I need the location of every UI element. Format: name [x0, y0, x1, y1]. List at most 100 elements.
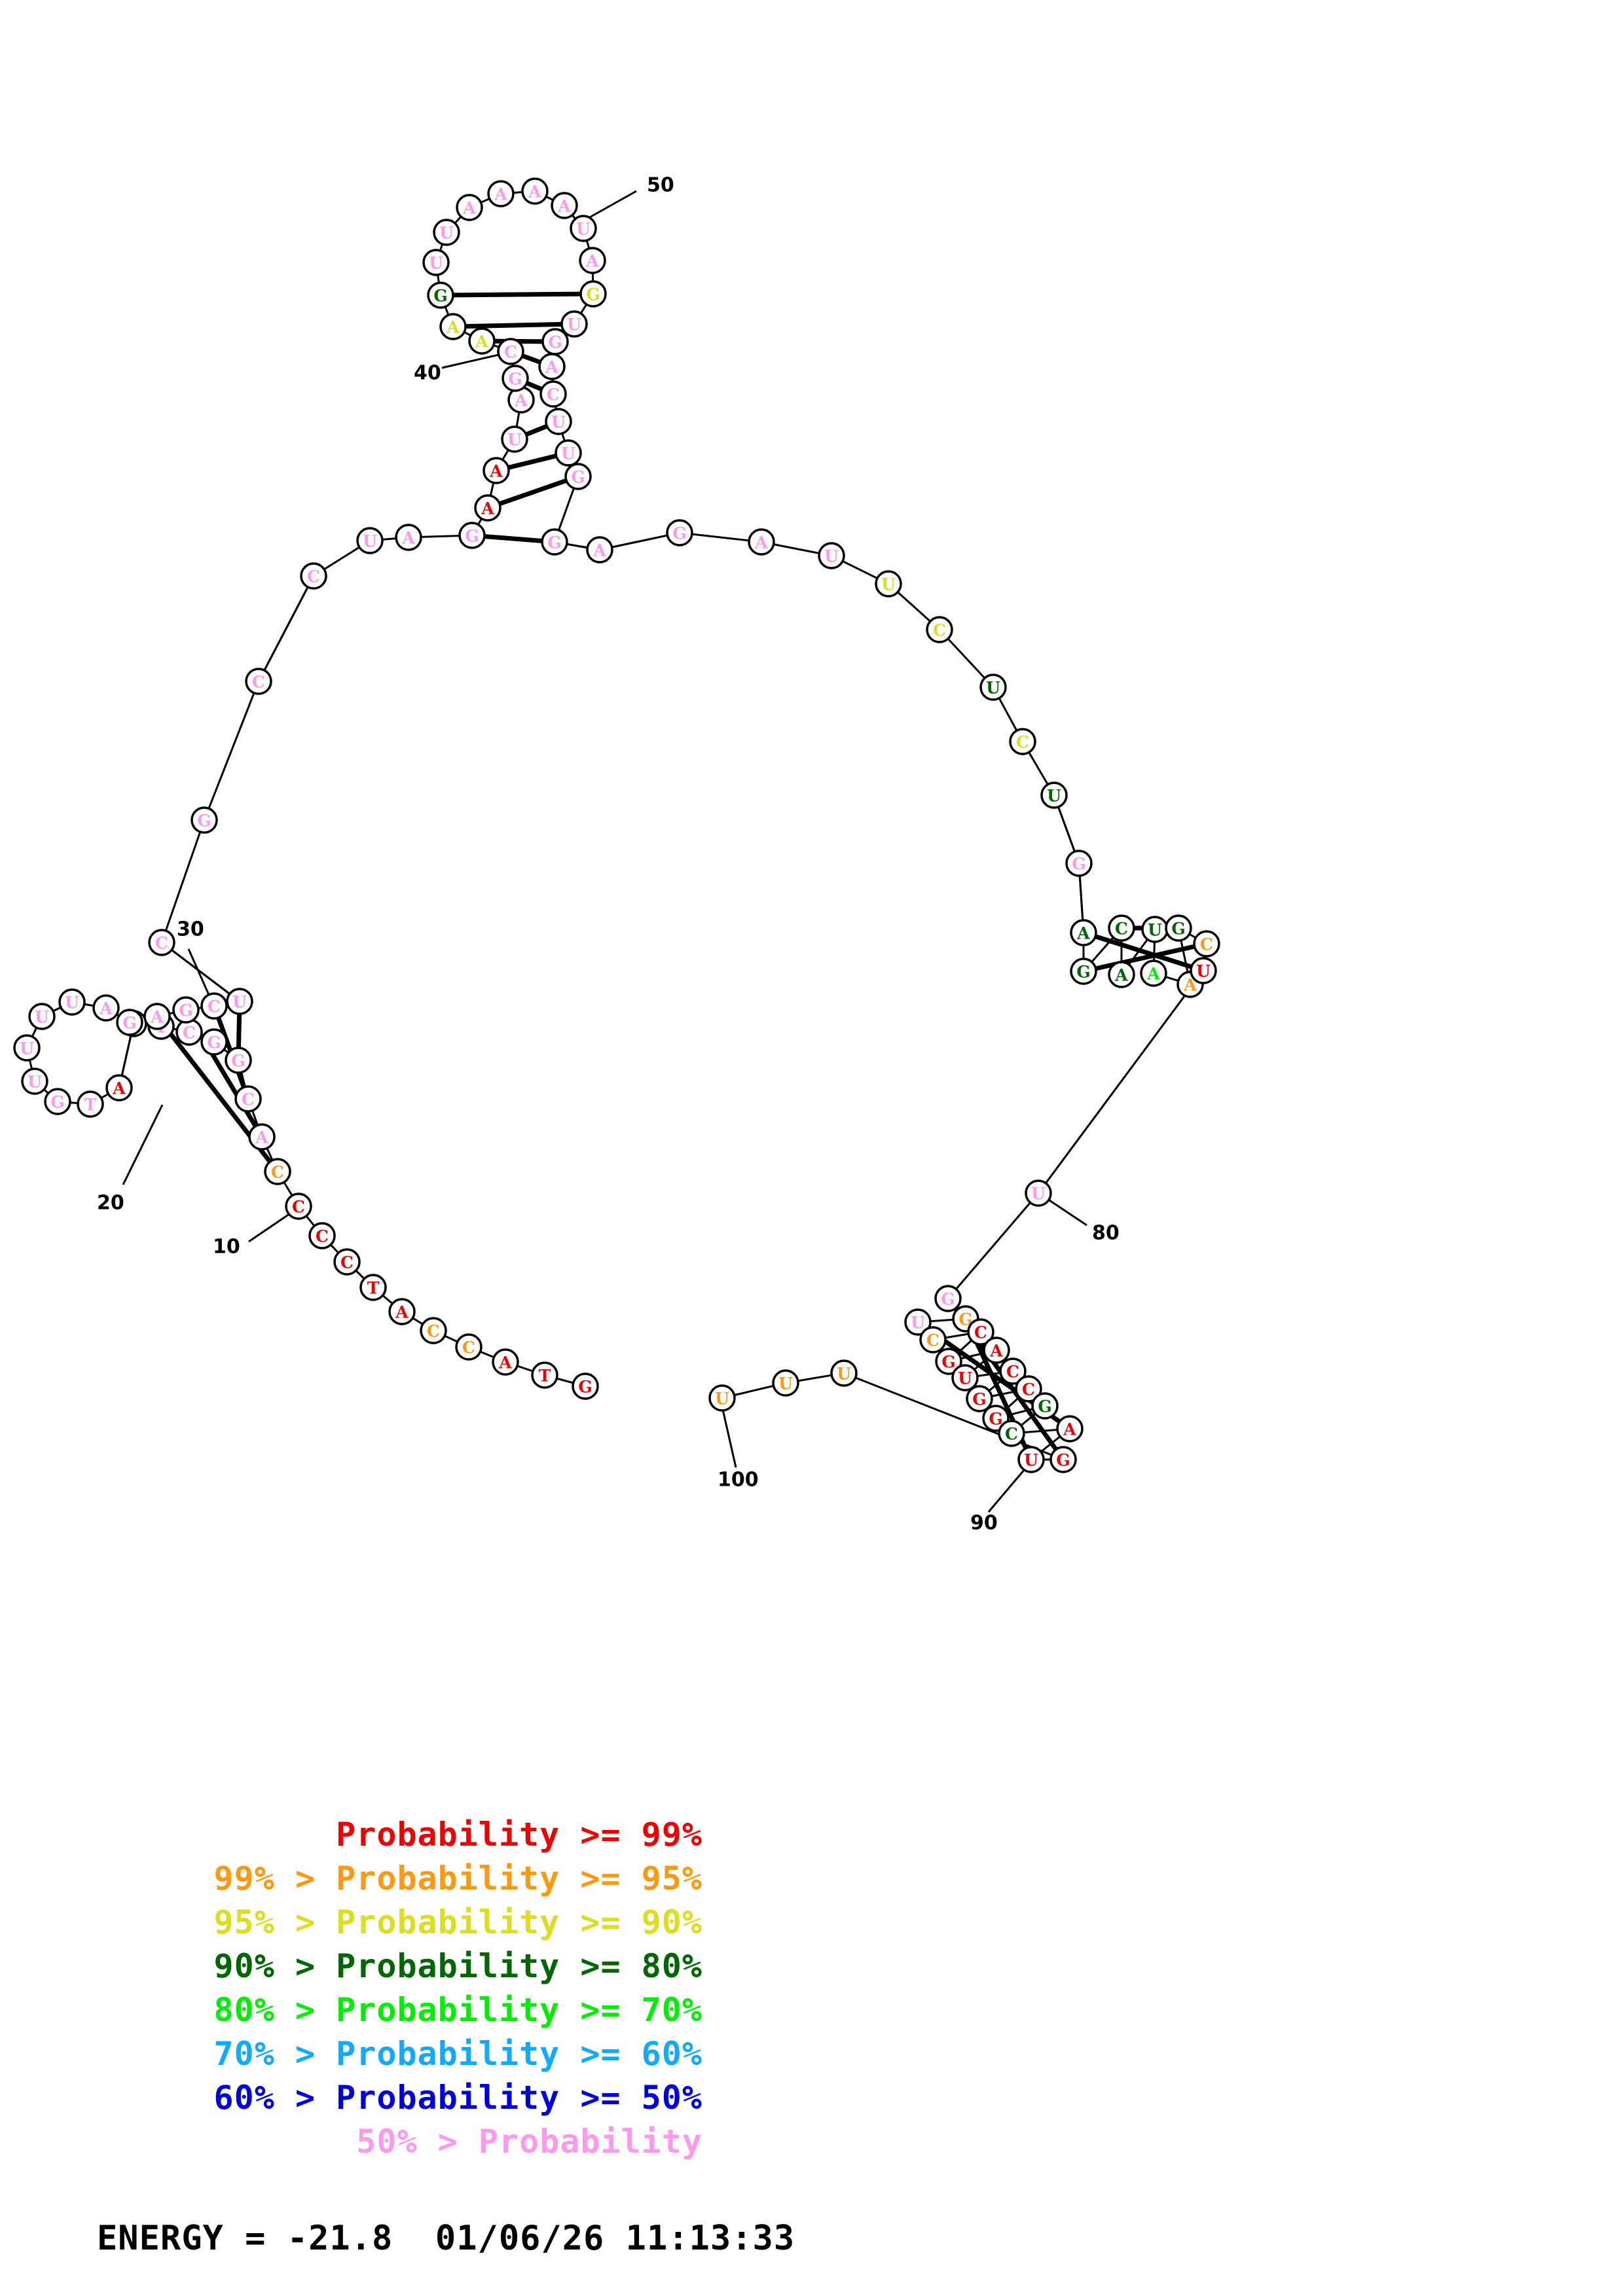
nucleotide-42-A[interactable]: A — [507, 386, 535, 414]
nucleotide-90-C[interactable]: C — [967, 1318, 994, 1346]
nucleotide-26-A[interactable]: A — [92, 994, 120, 1022]
nucleotide-1-G[interactable]: G — [572, 1372, 599, 1400]
nucleotide-28-A[interactable]: A — [143, 1003, 171, 1030]
nucleotide-24-U[interactable]: U — [28, 1003, 56, 1030]
nucleotide-58-G[interactable]: G — [541, 328, 569, 355]
nucleotide-49-U[interactable]: U — [433, 219, 460, 246]
nucleotide-5-C[interactable]: C — [420, 1317, 447, 1344]
nucleotide-94-C[interactable]: C — [999, 1357, 1027, 1385]
nucleotide-39-A[interactable]: A — [474, 494, 501, 522]
nucleotide-80-A[interactable]: A — [1140, 960, 1167, 987]
nucleotide-35-C[interactable]: C — [300, 562, 327, 590]
nucleotide-34-C[interactable]: C — [245, 668, 272, 695]
nucleotide-48-U[interactable]: U — [422, 249, 450, 276]
nucleotide-102-G[interactable]: G — [1049, 1446, 1077, 1473]
nucleotide-22-U[interactable]: U — [21, 1067, 48, 1095]
nucleotide-84-U[interactable]: U — [1190, 957, 1217, 984]
nucleotide-51-A[interactable]: A — [487, 180, 515, 207]
nucleotide-8-C[interactable]: C — [333, 1248, 361, 1276]
nucleotide-23-U[interactable]: U — [13, 1034, 41, 1062]
nucleotide-76-G[interactable]: G — [1070, 958, 1097, 985]
nucleotide-91-G[interactable]: G — [935, 1348, 962, 1375]
nucleotide-33-G[interactable]: G — [191, 806, 218, 834]
nucleotide-10-C[interactable]: C — [285, 1193, 312, 1220]
nucleotide-19-A[interactable]: A — [105, 1074, 133, 1102]
nucleotide-63-G[interactable]: G — [564, 463, 592, 490]
nucleotide-43-G[interactable]: G — [501, 365, 529, 392]
nucleotide-66-G[interactable]: G — [666, 519, 693, 547]
nucleotide-7-T[interactable]: T — [359, 1274, 387, 1301]
nucleotide-13-C[interactable]: C — [234, 1085, 262, 1113]
nucleotide-88-U[interactable]: U — [904, 1308, 932, 1336]
nucleotide-59-A[interactable]: A — [538, 353, 566, 380]
nucleotide-47-G[interactable]: G — [427, 281, 454, 309]
nucleotide-3-A[interactable]: A — [492, 1348, 519, 1376]
nucleotide-73-U[interactable]: U — [1040, 781, 1068, 809]
nucleotide-46-A[interactable]: A — [439, 313, 467, 340]
nucleotide-96-C[interactable]: C — [1015, 1375, 1042, 1403]
nucleotide-40-A[interactable]: A — [483, 457, 510, 484]
nucleotide-27-G[interactable]: G — [116, 1009, 143, 1036]
nucleotide-64-G[interactable]: G — [541, 528, 568, 556]
nucleotide-65-A[interactable]: A — [586, 536, 613, 564]
nucleotide-44-C[interactable]: C — [497, 338, 524, 365]
nucleotide-79-U[interactable]: U — [1141, 916, 1169, 943]
nucleotide-68-U[interactable]: U — [818, 542, 845, 569]
nucleotide-72-C[interactable]: C — [1009, 728, 1036, 755]
nucleotide-105-U[interactable]: U — [708, 1384, 736, 1412]
nucleotide-93-U[interactable]: U — [951, 1364, 979, 1391]
nucleotide-32-C[interactable]: C — [148, 929, 175, 956]
nucleotide-37-A[interactable]: A — [395, 524, 422, 551]
nucleotide-104-U[interactable]: U — [772, 1369, 799, 1397]
nucleotide-67-A[interactable]: A — [748, 528, 775, 556]
nucleotide-50-A[interactable]: A — [456, 194, 483, 221]
nucleotide-57-U[interactable]: U — [560, 310, 588, 338]
nucleotide-29-G[interactable]: G — [172, 996, 200, 1024]
nucleotide-52-A[interactable]: A — [521, 177, 549, 205]
nucleotide-25-U[interactable]: U — [58, 988, 86, 1016]
nucleotide-30-C[interactable]: C — [200, 992, 228, 1020]
nucleotide-62-U[interactable]: U — [555, 439, 582, 467]
nucleotide-82-G[interactable]: G — [1165, 914, 1192, 942]
nucleotide-83-C[interactable]: C — [1193, 930, 1220, 958]
nucleotide-9-C[interactable]: C — [308, 1222, 336, 1249]
nucleotide-16-C[interactable]: C — [175, 1018, 203, 1046]
nucleotide-54-U[interactable]: U — [570, 215, 597, 242]
nucleotide-78-A[interactable]: A — [1108, 961, 1135, 988]
nucleotide-77-C[interactable]: C — [1108, 914, 1135, 942]
nucleotide-71-U[interactable]: U — [979, 673, 1007, 701]
nucleotide-74-G[interactable]: G — [1065, 850, 1093, 877]
nucleotide-60-C[interactable]: C — [539, 380, 567, 408]
nucleotide-100-A[interactable]: A — [1056, 1415, 1084, 1443]
nucleotide-38-G[interactable]: G — [458, 522, 486, 549]
nucleotide-4-C[interactable]: C — [455, 1333, 483, 1361]
nucleotide-36-U[interactable]: U — [356, 527, 384, 554]
nucleotide-14-G[interactable]: G — [225, 1047, 252, 1074]
nucleotide-20-T[interactable]: T — [77, 1090, 104, 1118]
nucleotide-92-A[interactable]: A — [983, 1336, 1010, 1364]
nucleotide-86-G[interactable]: G — [934, 1285, 962, 1312]
nucleotide-75-A[interactable]: A — [1070, 919, 1097, 946]
nucleotide-101-U[interactable]: U — [1017, 1446, 1045, 1473]
nucleotide-55-A[interactable]: A — [579, 247, 606, 274]
nucleotide-61-U[interactable]: U — [545, 408, 572, 435]
nucleotide-89-C[interactable]: C — [919, 1326, 947, 1354]
nucleotide-69-U[interactable]: U — [875, 570, 902, 598]
nucleotide-45-A[interactable]: A — [468, 327, 496, 355]
nucleotide-56-G[interactable]: G — [579, 280, 607, 308]
nucleotide-6-A[interactable]: A — [388, 1298, 416, 1325]
nucleotide-70-C[interactable]: C — [926, 616, 953, 643]
nucleotide-12-A[interactable]: A — [248, 1123, 276, 1151]
nucleotide-31-U[interactable]: U — [226, 988, 253, 1015]
nucleotide-95-G[interactable]: G — [966, 1385, 993, 1412]
nucleotide-103-U[interactable]: U — [830, 1359, 858, 1387]
nucleotide-99-C[interactable]: C — [998, 1420, 1025, 1447]
nucleotide-41-U[interactable]: U — [501, 425, 528, 453]
nucleotide-11-C[interactable]: C — [264, 1158, 291, 1185]
nucleotide-98-G[interactable]: G — [1031, 1392, 1059, 1420]
nucleotide-21-G[interactable]: G — [44, 1088, 71, 1115]
nucleotide-2-T[interactable]: T — [531, 1361, 558, 1389]
nucleotide-53-A[interactable]: A — [551, 192, 578, 219]
nucleotide-85-U[interactable]: U — [1025, 1179, 1052, 1207]
nucleotide-15-G[interactable]: G — [200, 1028, 228, 1056]
